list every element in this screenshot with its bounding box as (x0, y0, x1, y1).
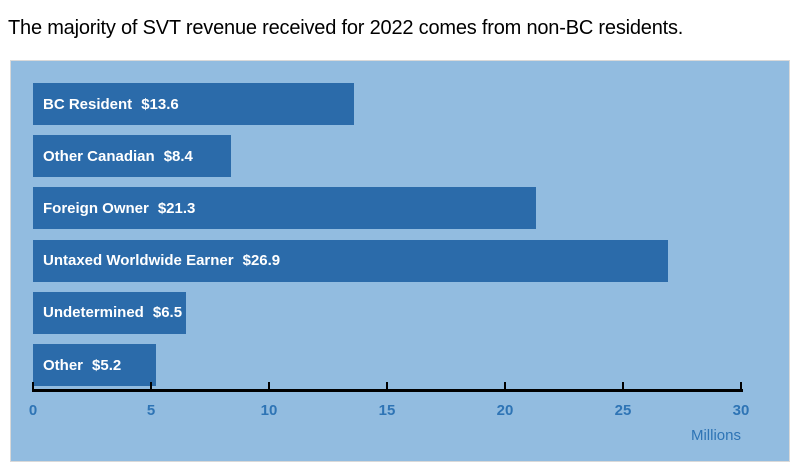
x-axis-tick-label: 30 (732, 402, 750, 419)
x-axis-tick-label: 15 (378, 402, 396, 419)
x-axis-tick-label: 20 (496, 402, 514, 419)
bar-value-label: $21.3 (157, 199, 196, 217)
bar-other-canadian: Other Canadian $8.4 (33, 135, 232, 178)
plot-area: Millions BC Resident $13.6 Other Canadian $… (11, 61, 789, 461)
bar-bc-resident: BC Resident $13.6 (33, 83, 354, 125)
x-axis-tick-label: 25 (614, 402, 632, 419)
x-axis-tick-label: 10 (260, 402, 278, 419)
x-axis-tick (32, 382, 34, 389)
bar-value-label: $6.5 (152, 304, 183, 322)
bar-category-label: Foreign Owner (43, 199, 149, 217)
x-axis-tick-label: 0 (28, 402, 38, 419)
chart-panel: Millions BC Resident $13.6 Other Canadian $… (10, 60, 790, 462)
x-axis-line (32, 389, 743, 392)
chart-title: The majority of SVT revenue received for… (8, 17, 684, 39)
x-axis-tick (150, 382, 152, 389)
bar-value-label: $26.9 (242, 252, 281, 270)
bar-category-label: BC Resident (43, 95, 133, 113)
bar-value-label: $13.6 (141, 95, 179, 113)
x-axis-tick (504, 382, 506, 389)
bar-value-label: $5.2 (92, 356, 122, 374)
x-axis-tick (268, 382, 270, 389)
bar-other: Other $5.2 (33, 344, 156, 386)
bar-category-label: Other Canadian (43, 147, 155, 165)
x-axis-tick (386, 382, 388, 389)
bar-untaxed-worldwide-earner: Untaxed Worldwide Earner $26.9 (33, 239, 668, 282)
bar-category-label: Undetermined (43, 304, 144, 322)
bar-category-label: Other (43, 356, 84, 374)
x-axis-tick (622, 382, 624, 389)
axis-unit-label: Millions (690, 427, 741, 444)
x-axis-tick-label: 5 (146, 402, 156, 419)
bar-value-label: $8.4 (163, 147, 193, 165)
bar-category-label: Untaxed Worldwide Earner (43, 252, 234, 270)
x-axis-tick (740, 382, 742, 389)
bar-undetermined: Undetermined $6.5 (33, 291, 187, 334)
bar-foreign-owner: Foreign Owner $21.3 (33, 187, 536, 230)
